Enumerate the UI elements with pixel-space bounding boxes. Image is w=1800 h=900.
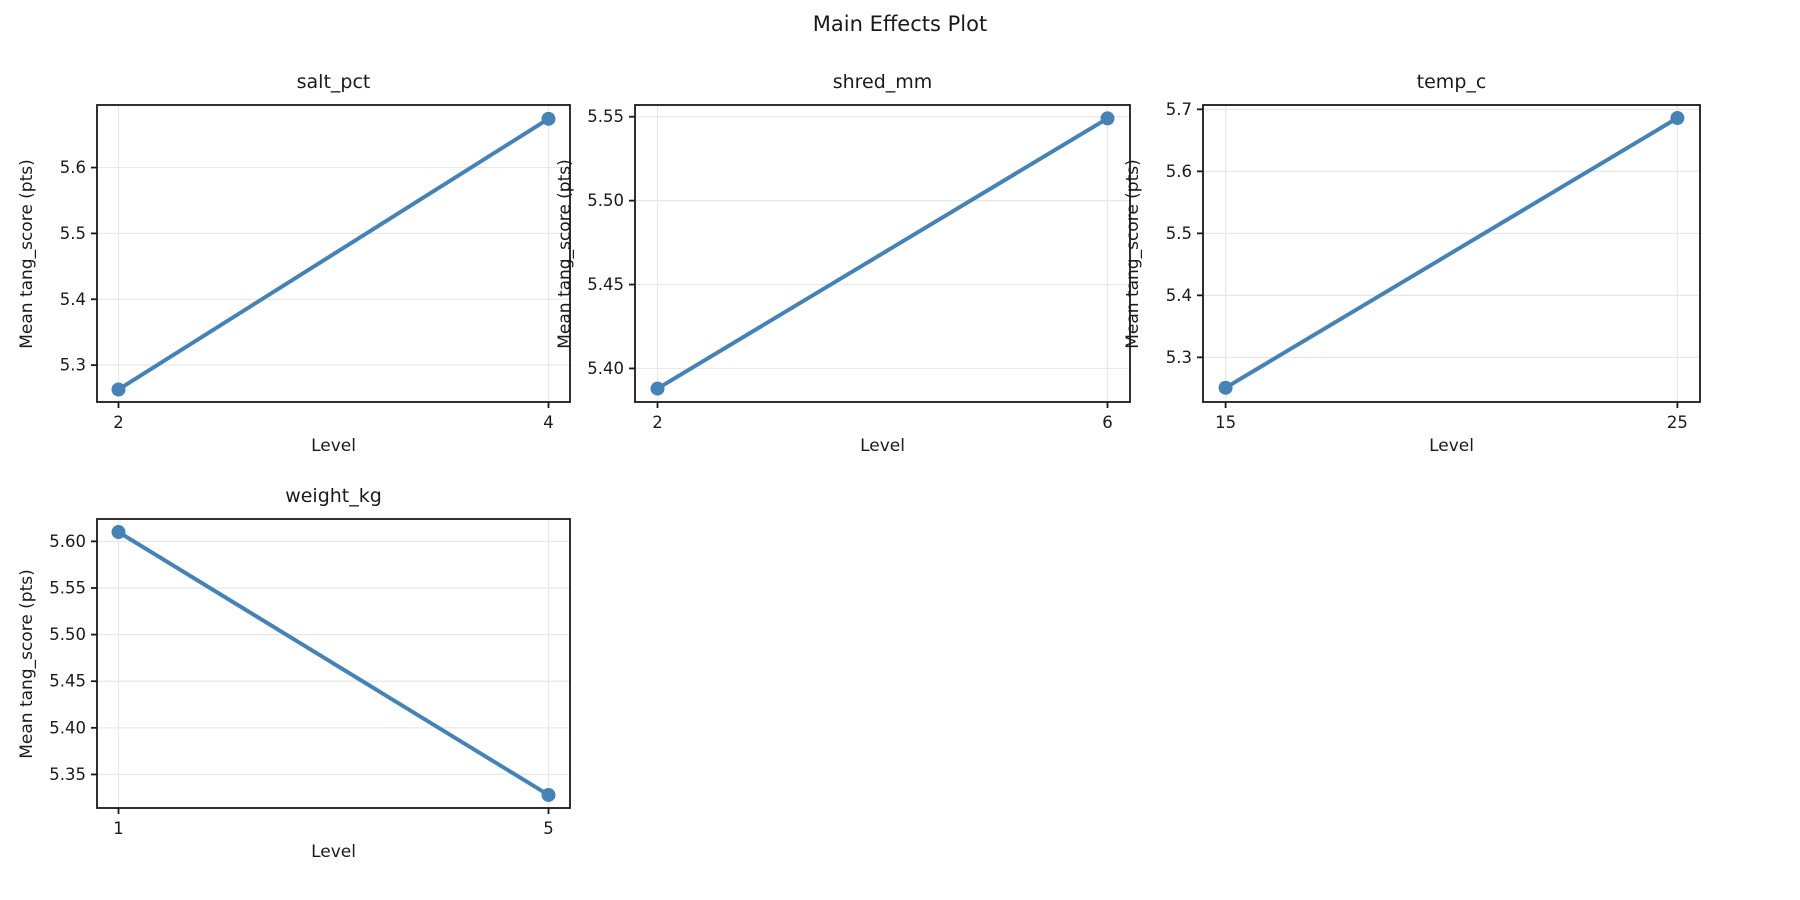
data-line	[116, 530, 551, 797]
plot-area: 5.35 5.40 5.45 5.50 5.55 5.60 1 5	[49, 518, 571, 838]
data-point-marker	[541, 111, 556, 126]
x-tick-label: 4	[543, 413, 554, 432]
data-point-marker	[541, 787, 556, 802]
x-tick-label: 6	[1102, 413, 1113, 432]
axes-box	[634, 104, 1131, 403]
figure-title: Main Effects Plot	[812, 12, 988, 36]
subplot-title: weight_kg	[285, 485, 382, 507]
x-axis-label: Level	[311, 842, 356, 862]
y-tick-label: 5.4	[1166, 286, 1192, 305]
subplot-title: temp_c	[1416, 71, 1487, 93]
y-tick-label: 5.5	[1166, 224, 1192, 243]
x-tick-label: 25	[1667, 413, 1688, 432]
data-point-marker	[111, 382, 126, 397]
plot-area: 5.40 5.45 5.50 5.55 2 6	[587, 104, 1131, 432]
x-axis-label: Level	[311, 436, 356, 456]
x-tick-label: 2	[113, 413, 124, 432]
subplot-title: salt_pct	[296, 71, 371, 93]
plot-area: 5.3 5.4 5.5 5.6 2 4	[60, 104, 571, 432]
y-tick-label: 5.7	[1166, 100, 1192, 119]
axes-box	[96, 104, 571, 403]
y-tick-label: 5.3	[60, 356, 86, 375]
x-axis-label: Level	[1429, 436, 1474, 456]
y-tick-label: 5.40	[49, 718, 86, 737]
data-line	[655, 116, 1110, 391]
x-axis-label: Level	[860, 436, 905, 456]
data-point-marker	[1670, 111, 1685, 126]
axes-box	[1202, 104, 1701, 403]
y-tick-label: 5.55	[587, 107, 624, 126]
y-tick-label: 5.40	[587, 359, 624, 378]
axes-box	[96, 518, 571, 809]
data-point-marker	[1218, 380, 1233, 395]
subplot-title: shred_mm	[832, 71, 933, 93]
y-tick-label: 5.4	[60, 290, 86, 309]
x-tick-label: 2	[652, 413, 663, 432]
data-line	[116, 116, 551, 392]
y-tick-label: 5.45	[587, 275, 624, 294]
x-tick-label: 15	[1215, 413, 1236, 432]
data-point-marker	[650, 381, 665, 396]
y-tick-label: 5.55	[49, 578, 86, 597]
y-tick-label: 5.50	[587, 191, 624, 210]
x-tick-label: 5	[543, 819, 554, 838]
y-tick-label: 5.6	[60, 158, 86, 177]
data-point-marker	[111, 525, 126, 540]
y-tick-label: 5.6	[1166, 162, 1192, 181]
data-line	[1223, 116, 1680, 390]
y-tick-label: 5.60	[49, 532, 86, 551]
y-tick-label: 5.50	[49, 625, 86, 644]
y-tick-label: 5.3	[1166, 348, 1192, 367]
y-tick-label: 5.35	[49, 765, 86, 784]
y-tick-label: 5.45	[49, 672, 86, 691]
data-point-marker	[1100, 111, 1115, 126]
x-tick-label: 1	[113, 819, 124, 838]
y-tick-label: 5.5	[60, 224, 86, 243]
plot-area: 5.3 5.4 5.5 5.6 5.7 15 25	[1166, 100, 1701, 432]
